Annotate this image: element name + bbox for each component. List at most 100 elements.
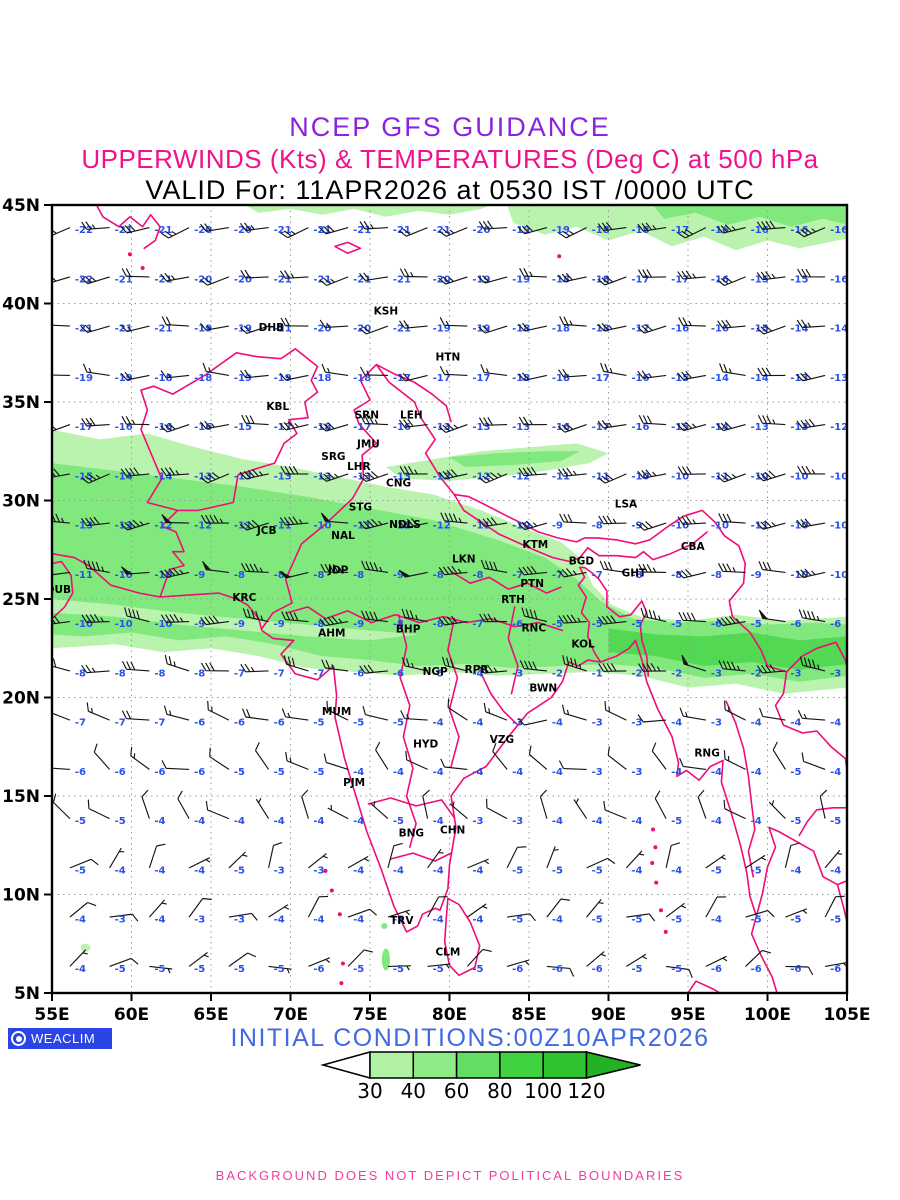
wind-barb	[148, 899, 167, 918]
wind-barb	[717, 563, 746, 573]
wind-barb	[677, 515, 706, 525]
wind-barb	[772, 741, 786, 770]
temperature-value: -5	[115, 964, 126, 975]
wind-barb	[716, 224, 746, 234]
wind-barb	[697, 789, 707, 819]
lon-tick-label: 60E	[114, 1005, 149, 1025]
wind-barb	[268, 904, 290, 918]
wind-barb	[359, 220, 388, 230]
temperature-value: -3	[313, 865, 324, 876]
wind-barb	[559, 316, 587, 327]
lon-tick-label: 85E	[511, 1005, 546, 1025]
temperature-value: -10	[115, 619, 133, 630]
wind-barb	[160, 272, 190, 282]
wind-barb	[358, 518, 389, 530]
temperature-value: -5	[631, 964, 642, 975]
wind-barb	[546, 898, 571, 918]
temperature-value: -13	[790, 373, 808, 384]
wind-barb	[347, 856, 370, 869]
temperature-value: -16	[790, 225, 808, 236]
wind-barb	[405, 750, 428, 770]
island-marker	[557, 254, 562, 259]
wind-barb	[124, 607, 150, 623]
wind-barb	[52, 767, 70, 770]
station-label: TRV	[390, 915, 414, 927]
temperature-value: -7	[512, 570, 523, 581]
wind-barb	[120, 324, 150, 333]
wind-barb	[93, 743, 111, 770]
wind-barb	[52, 658, 71, 672]
temperature-value: -2	[751, 668, 762, 679]
temperature-value: -15	[671, 373, 689, 384]
temperature-value: -18	[512, 324, 530, 335]
wind-barb	[478, 517, 508, 527]
temperature-value: -5	[353, 964, 364, 975]
island-marker	[339, 981, 344, 986]
wind-barb	[52, 708, 71, 721]
wind-barb	[438, 423, 468, 433]
wind-barb	[141, 789, 150, 819]
wind-barb	[399, 320, 428, 329]
temperature-value: -4	[671, 767, 682, 778]
temperature-value: -5	[671, 816, 682, 827]
temperature-value: -8	[313, 619, 324, 630]
temperature-value: -17	[433, 373, 451, 384]
wind-barb	[120, 519, 150, 531]
wind-barb	[399, 466, 428, 475]
wind-barb	[651, 742, 667, 770]
wind-barb	[228, 912, 258, 921]
temperature-value: -4	[512, 767, 523, 778]
temperature-value: -10	[790, 521, 808, 532]
wind-barb	[558, 227, 587, 239]
temperature-value: -4	[790, 718, 801, 729]
temperature-value: -3	[592, 718, 603, 729]
wind-barb	[758, 609, 786, 623]
legend-value-label: 120	[567, 1079, 605, 1103]
coastline-boundary	[447, 617, 460, 768]
temperature-value: -8	[154, 668, 165, 679]
wind-speed-shading	[52, 599, 418, 641]
wind-barb	[626, 913, 656, 922]
lat-tick-label: 20N	[2, 689, 40, 709]
temperature-value: -10	[790, 570, 808, 581]
weaclim-logo[interactable]: WEACLIM	[8, 1028, 112, 1049]
wind-barb	[120, 224, 150, 234]
map-interior: -22 -21 -21 -20 -20 -21 -21 -21 -21 -21 -20 -19 -19 -…	[52, 205, 847, 993]
temperature-value: -9	[194, 619, 205, 630]
temperature-value: -5	[234, 767, 245, 778]
temperature-value: -4	[552, 767, 563, 778]
temperature-value: -5	[154, 964, 165, 975]
coastline-boundary	[389, 852, 452, 862]
wind-barb	[81, 664, 110, 674]
wind-barb	[241, 708, 269, 721]
wind-barb	[362, 705, 389, 721]
wind-barb	[359, 664, 388, 674]
temperature-value: -13	[393, 471, 411, 482]
temperature-value: -16	[631, 373, 649, 384]
wind-barb	[486, 798, 508, 820]
temperature-value: -14	[115, 471, 133, 482]
temperature-value: -6	[790, 964, 801, 975]
temperature-value: -21	[154, 225, 172, 236]
temperature-value: -16	[711, 225, 729, 236]
initial-conditions-text: INITIAL CONDITIONS:00Z10APR2026	[230, 1024, 710, 1052]
temperature-value: -5	[274, 767, 285, 778]
wind-barb	[52, 374, 70, 376]
wind-barb	[160, 467, 190, 477]
wind-barb	[716, 421, 746, 432]
temperature-value: -4	[472, 915, 483, 926]
wind-barb	[558, 760, 587, 770]
temperature-value: -16	[711, 324, 729, 335]
coastline-boundary	[586, 531, 708, 561]
wind-barb	[677, 270, 706, 280]
temperature-value: -9	[274, 619, 285, 630]
wind-barb	[637, 324, 667, 334]
wind-barb	[320, 563, 349, 573]
wind-barb	[177, 790, 190, 819]
wind-barb	[723, 750, 746, 770]
wind-barb	[240, 663, 269, 673]
wind-barb	[597, 275, 627, 286]
temperature-value: -17	[592, 373, 610, 384]
wind-barb	[163, 705, 190, 721]
temperature-value: -2	[552, 668, 563, 679]
